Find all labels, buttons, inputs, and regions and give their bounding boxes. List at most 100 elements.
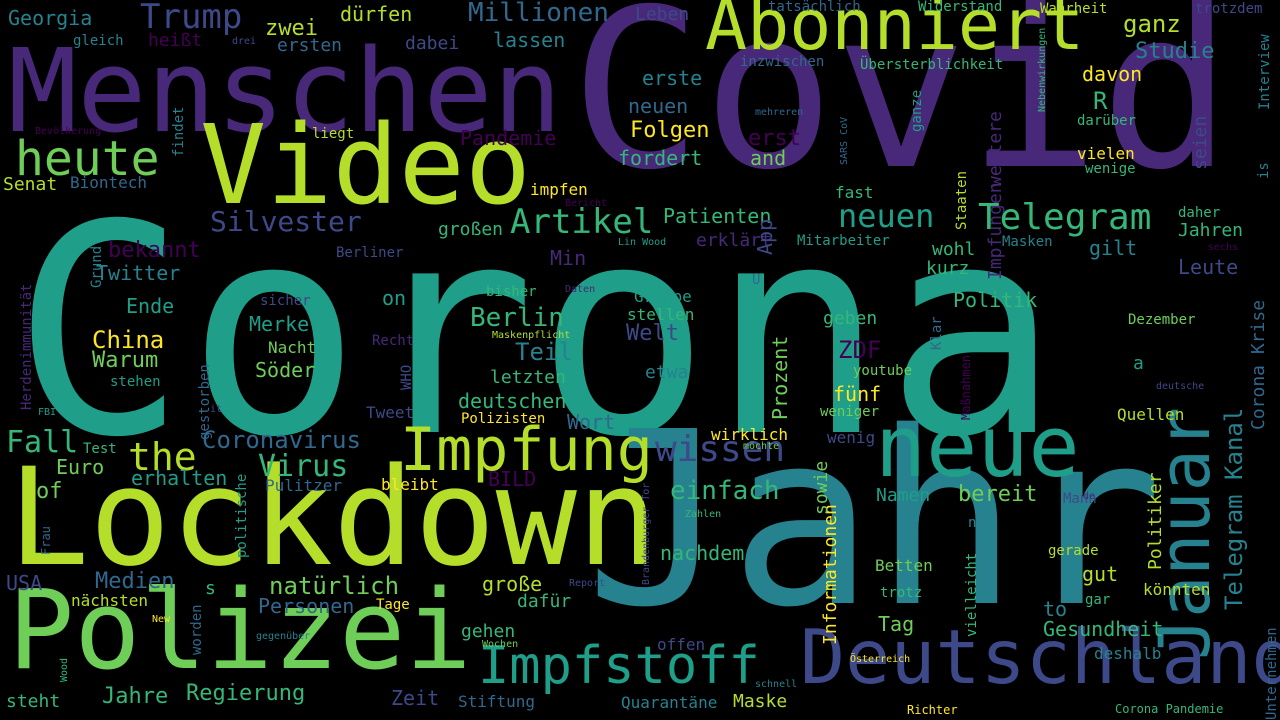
cloud-word-tage: Tage: [376, 597, 410, 613]
cloud-word-welt: Welt: [626, 321, 679, 346]
cloud-word-klar: Klar: [929, 316, 945, 350]
cloud-word-folgen: Folgen: [630, 118, 710, 143]
cloud-word-polizisten: Polizisten: [461, 411, 546, 427]
cloud-word-lin-wood: Lin Wood: [618, 237, 667, 248]
cloud-word-millionen: Millionen: [468, 0, 609, 28]
cloud-word-youtube: youtube: [853, 363, 913, 379]
cloud-word-deutsche: deutsche: [1156, 381, 1205, 392]
cloud-word-biontech: Biontech: [70, 173, 148, 192]
cloud-word-zdf: ZDF: [838, 336, 882, 364]
cloud-word-wenig: wenig: [827, 428, 876, 447]
cloud-word-menschen: Menschen: [8, 25, 562, 159]
cloud-word-trotz: trotz: [880, 585, 923, 601]
cloud-word-on: on: [382, 286, 407, 310]
cloud-word-findet: findet: [171, 106, 187, 157]
cloud-word-r: R: [1093, 87, 1108, 115]
cloud-word-betten: Betten: [875, 556, 933, 575]
cloud-word-ende: Ende: [126, 294, 175, 318]
cloud-word-ko-nnten: könnten: [1143, 580, 1211, 599]
cloud-word-corona: Corona: [12, 164, 1060, 501]
cloud-word-hei-t: heißt: [148, 30, 203, 51]
cloud-word-gegenu-ber: gegenüber: [256, 631, 311, 642]
cloud-word-ersten: ersten: [277, 35, 343, 56]
cloud-word-polizei: Polizei: [8, 566, 472, 694]
cloud-word-wood: Wood: [59, 657, 70, 682]
cloud-word-jahr: Jahr: [585, 380, 1163, 660]
cloud-word-tweet: Tweet: [366, 403, 415, 422]
cloud-word-coronavirus: Coronavirus: [202, 426, 361, 454]
cloud-word-liegt: liegt: [312, 126, 355, 142]
cloud-word-offen: offen: [657, 635, 706, 654]
cloud-word-georgia: Georgia: [8, 6, 93, 30]
cloud-word-it: it: [210, 404, 223, 415]
cloud-word-trotzdem: trotzdem: [1195, 1, 1263, 17]
cloud-word-so-der: Söder: [255, 358, 316, 382]
cloud-word-berlin: Berlin: [470, 303, 564, 333]
cloud-word-davon: davon: [1082, 62, 1143, 86]
cloud-word-vielen: vielen: [1077, 144, 1135, 163]
cloud-word-lockdown: Lockdown: [8, 439, 659, 596]
cloud-word-brandenburger-tor: Brandenburger Tor: [641, 482, 652, 585]
cloud-word-ganz: ganz: [1123, 10, 1181, 38]
cloud-word-dabei: dabei: [405, 33, 460, 54]
cloud-word-etwa: etwa: [645, 362, 689, 383]
cloud-word-test: Test: [83, 441, 117, 457]
cloud-word-gleich: gleich: [73, 33, 124, 49]
cloud-word-china: China: [92, 326, 165, 354]
cloud-word-vielleicht: vielleicht: [964, 552, 980, 637]
cloud-word-natu-rlich: natürlich: [269, 572, 400, 600]
cloud-word-lassen: lassen: [493, 28, 566, 52]
cloud-word-kurz: kurz: [926, 258, 970, 279]
cloud-word-stellen: stellen: [627, 305, 695, 324]
cloud-word-stiftung: Stiftung: [458, 692, 536, 711]
cloud-word-studie: Studie: [1135, 39, 1215, 64]
cloud-word-prozent: Prozent: [768, 335, 792, 420]
cloud-word-wissen: wissen: [655, 429, 786, 470]
cloud-word-interview: Interview: [1257, 34, 1273, 110]
cloud-word-impfstoff: Impfstoff: [478, 636, 760, 696]
cloud-word-a: a: [1133, 353, 1144, 374]
cloud-word-gerade: gerade: [1048, 543, 1099, 559]
cloud-word-letzten: letzten: [490, 367, 566, 388]
cloud-word-maskenpflicht: Maskenpflicht: [492, 330, 571, 341]
cloud-word-wort: Wort: [567, 410, 616, 434]
cloud-word-personen: Personen: [258, 594, 355, 618]
cloud-word-erst: erst: [748, 126, 801, 151]
cloud-word-leute: Leute: [1178, 255, 1239, 279]
cloud-word-teil: Teil: [515, 338, 573, 366]
cloud-word-steht: steht: [6, 691, 61, 712]
cloud-word-mehreren: mehreren: [755, 107, 804, 118]
cloud-word-gehen: gehen: [461, 621, 516, 642]
cloud-word-frau: Frau: [39, 526, 53, 555]
cloud-word-geben: geben: [823, 308, 878, 329]
cloud-word-berliner: Berliner: [336, 245, 404, 261]
cloud-word-quellen: Quellen: [1117, 405, 1185, 424]
cloud-word-bisher: bisher: [486, 284, 537, 300]
cloud-word-min: Min: [550, 246, 587, 270]
cloud-word-heute: heute: [15, 131, 160, 187]
cloud-word-nachdem: nachdem: [660, 541, 745, 565]
cloud-word-informationen: Informationen: [820, 504, 841, 645]
cloud-word-tatsa-chlich: tatsächlich: [768, 0, 861, 15]
cloud-word-wirklich: wirklich: [711, 425, 789, 444]
cloud-word-de: de: [1083, 491, 1096, 502]
cloud-word-u-bersterblichkeit: Übersterblichkeit: [860, 57, 1004, 73]
cloud-word-schnell: schnell: [755, 679, 798, 690]
cloud-word-bild: BILD: [488, 467, 537, 491]
cloud-word-fall: Fall: [6, 425, 79, 460]
cloud-word-impfen: impfen: [530, 180, 588, 199]
cloud-word-seien: seien: [1190, 115, 1211, 170]
cloud-word-inzwischen: inzwischen: [740, 54, 825, 70]
cloud-word-app: App: [753, 218, 777, 255]
cloud-word-nie: nie: [968, 515, 994, 531]
cloud-word-du-rfen: dürfen: [340, 2, 413, 26]
cloud-word-quaranta-ne: Quarantäne: [621, 693, 718, 712]
cloud-word-ganze: ganze: [909, 89, 925, 132]
cloud-word-covid: Covid: [570, 0, 1233, 218]
cloud-word-weniger: weniger: [820, 404, 880, 420]
cloud-word-bevo-lkerung: Bevölkerung: [35, 126, 102, 137]
cloud-word-unternehmen: Unternehmen: [1264, 627, 1280, 720]
cloud-word-ma-nahmen: Maßnahmen: [959, 354, 973, 420]
cloud-word-politik: Politik: [953, 288, 1038, 312]
